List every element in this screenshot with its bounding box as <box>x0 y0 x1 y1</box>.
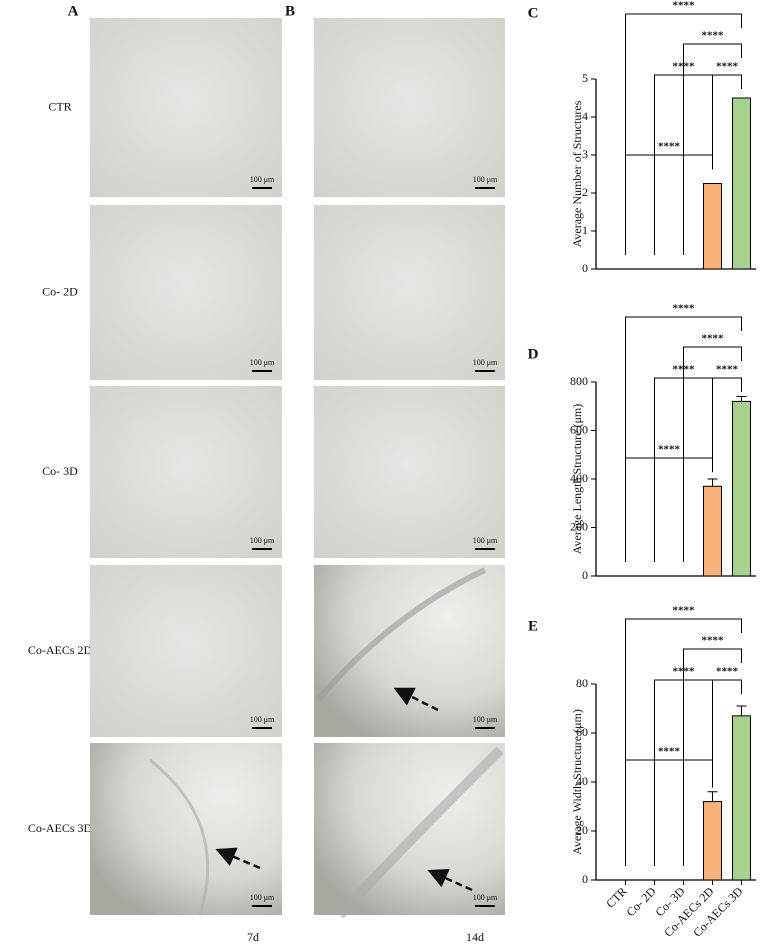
micrograph <box>90 386 282 558</box>
significance-label: **** <box>702 30 725 42</box>
y-tick-label: 0 <box>582 872 588 886</box>
scale-bar-label: 100 μm <box>250 893 275 902</box>
scale-bar-label: 100 μm <box>473 358 498 367</box>
significance-label: **** <box>702 635 725 647</box>
significance-label: **** <box>702 333 725 345</box>
row-label: Co-AECs 2D <box>28 643 93 657</box>
bar <box>703 485 722 577</box>
significance-label: **** <box>673 605 696 617</box>
micrograph <box>90 205 282 380</box>
y-tick-label: 80 <box>576 676 588 690</box>
significance-label: **** <box>673 303 696 315</box>
scale-bar-label: 100 μm <box>473 715 498 724</box>
micrograph <box>314 205 505 380</box>
bar <box>732 97 751 270</box>
significance-label: **** <box>658 141 681 153</box>
significance-bracket <box>625 13 742 255</box>
bar <box>732 400 751 577</box>
significance-label: **** <box>716 364 739 376</box>
significance-label: **** <box>673 61 696 73</box>
micrograph <box>90 18 282 197</box>
micrograph <box>314 565 505 737</box>
y-tick-label: 5 <box>582 71 588 85</box>
scale-bar-label: 100 μm <box>250 175 275 184</box>
panel-label: E <box>528 618 538 634</box>
scale-bar-label: 100 μm <box>250 536 275 545</box>
significance-label: **** <box>673 364 696 376</box>
scale-bar-label: 100 μm <box>473 536 498 545</box>
significance-label: **** <box>673 666 696 678</box>
micrograph <box>314 18 505 197</box>
row-label: Co- 3D <box>42 464 78 478</box>
y-tick-label: 60 <box>576 725 588 739</box>
panel-label: A <box>68 3 79 19</box>
significance-bracket <box>683 346 742 562</box>
vessel <box>336 746 504 919</box>
y-tick-label: 400 <box>570 471 588 485</box>
significance-bracket <box>683 43 742 255</box>
row-label: CTR <box>48 99 71 113</box>
y-tick-label: 20 <box>576 823 588 837</box>
significance-label: **** <box>673 0 696 12</box>
column-caption: 14d <box>466 930 484 944</box>
x-tick-label: Co- 2D <box>623 884 658 919</box>
column-caption: 7d <box>247 930 259 944</box>
y-axis-title: Average Number of Structures <box>570 100 584 247</box>
significance-label: **** <box>658 746 681 758</box>
error-bar <box>736 396 747 402</box>
y-tick-label: 40 <box>576 774 588 788</box>
significance-bracket <box>625 457 713 562</box>
significance-bracket <box>712 377 742 473</box>
scale-bar-label: 100 μm <box>473 175 498 184</box>
y-tick-label: 0 <box>582 568 588 582</box>
error-bar <box>707 791 718 802</box>
y-tick-label: 200 <box>570 519 588 533</box>
significance-bracket <box>625 316 742 562</box>
y-tick-label: 800 <box>570 374 588 388</box>
y-tick-label: 3 <box>582 147 588 161</box>
bar <box>703 183 722 270</box>
panel-label: B <box>285 3 295 19</box>
bar <box>732 715 751 881</box>
significance-bracket <box>712 74 742 170</box>
panel-label: C <box>528 5 539 21</box>
error-bar <box>736 705 747 716</box>
y-axis-title: Average Width Structure (μm) <box>570 709 584 855</box>
scale-bar-label: 100 μm <box>250 715 275 724</box>
significance-bracket <box>683 648 742 866</box>
y-tick-label: 4 <box>582 109 588 123</box>
error-bar <box>707 478 718 487</box>
vessel <box>315 567 487 702</box>
micrograph <box>314 386 505 558</box>
bar <box>703 801 722 881</box>
row-label: Co- 2D <box>42 284 78 298</box>
arrow <box>393 687 439 712</box>
arrow <box>427 869 473 892</box>
y-tick-label: 0 <box>582 261 588 275</box>
y-tick-label: 2 <box>582 185 588 199</box>
y-tick-label: 600 <box>570 422 588 436</box>
significance-bracket <box>625 618 742 866</box>
significance-label: **** <box>716 61 739 73</box>
vessel <box>149 758 210 916</box>
significance-bracket <box>625 154 713 255</box>
micrograph <box>90 565 282 737</box>
y-axis-title: Average Length Structure (μm) <box>570 404 584 555</box>
significance-label: **** <box>658 444 681 456</box>
significance-label: **** <box>716 666 739 678</box>
scale-bar-label: 100 μm <box>473 893 498 902</box>
y-tick-label: 1 <box>582 223 588 237</box>
significance-bracket <box>712 679 742 788</box>
significance-bracket <box>625 759 713 866</box>
micrograph <box>90 743 282 915</box>
arrow <box>215 847 261 870</box>
row-label: Co-AECs 3D <box>28 821 93 835</box>
panel-label: D <box>528 346 539 362</box>
scale-bar-label: 100 μm <box>250 358 275 367</box>
